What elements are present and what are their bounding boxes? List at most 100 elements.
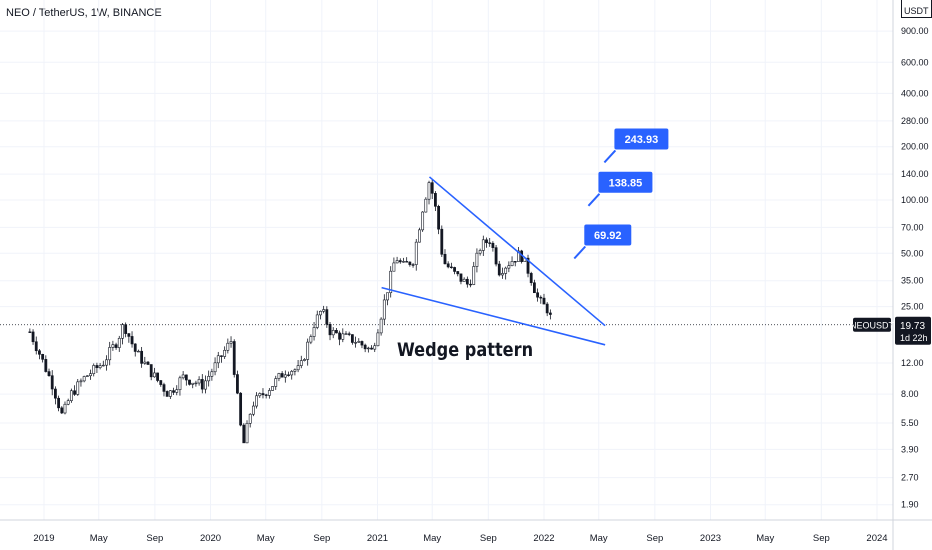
- y-tick-label: 12.00: [901, 358, 924, 368]
- last-price-box: [895, 316, 931, 345]
- candle-body: [370, 347, 373, 350]
- candle-body: [335, 330, 338, 334]
- wedge-upper-trendline: [428, 176, 606, 327]
- candle-body: [165, 391, 169, 397]
- candle-body: [152, 372, 156, 378]
- candle-body: [207, 375, 211, 382]
- candle-body: [124, 324, 128, 334]
- candle-body: [485, 239, 488, 244]
- candle-body: [494, 247, 498, 265]
- candle-body: [280, 373, 284, 378]
- y-tick-label: 8.00: [901, 389, 919, 399]
- candle-body: [242, 424, 246, 444]
- candle-body: [114, 344, 118, 348]
- y-tick-label: 50.00: [901, 248, 924, 258]
- y-tick-label: 3.90: [901, 444, 919, 454]
- candle-body: [478, 250, 482, 254]
- candle-body: [79, 380, 83, 383]
- candle-body: [398, 260, 402, 263]
- target-price-label[interactable]: 69.92: [584, 224, 632, 246]
- candle-body: [149, 364, 153, 378]
- currency-unit-label[interactable]: USDT: [901, 0, 932, 18]
- candle-body: [168, 390, 172, 397]
- candle-body: [382, 299, 386, 320]
- candle-body: [85, 375, 89, 377]
- candle-body: [248, 413, 252, 424]
- candle-body: [216, 355, 220, 364]
- candle-body: [373, 345, 377, 350]
- candle-body: [146, 361, 150, 365]
- y-tick-label: 900.00: [901, 26, 929, 36]
- candle-body: [111, 344, 115, 348]
- wedge-pattern-annotation: Wedge pattern: [397, 340, 533, 362]
- currency-unit-text: USDT: [904, 6, 929, 16]
- candle-body: [347, 333, 351, 335]
- candle-body: [456, 271, 460, 275]
- candle-body: [488, 242, 492, 244]
- target-price-label[interactable]: 138.85: [598, 171, 653, 193]
- candle-body: [427, 182, 431, 200]
- candle-body: [331, 330, 335, 336]
- candle-body: [319, 310, 322, 316]
- candle-body: [459, 273, 463, 282]
- candle-body: [236, 374, 239, 394]
- candle-body: [379, 318, 383, 334]
- target-label-box: [584, 224, 632, 246]
- y-tick-label: 100.00: [901, 195, 929, 205]
- candle-body: [341, 333, 345, 340]
- candle-body: [175, 389, 179, 393]
- candle-body: [465, 278, 469, 285]
- candle-body: [133, 343, 137, 352]
- candle-body: [491, 242, 495, 248]
- x-tick-label: 2021: [367, 533, 388, 544]
- candle-body: [405, 261, 409, 263]
- candle-body: [66, 400, 70, 405]
- candle-body: [475, 252, 479, 267]
- target-pointer: [603, 149, 617, 164]
- x-tick-label: 2023: [700, 533, 721, 544]
- candle-body: [204, 380, 207, 390]
- candle-body: [194, 382, 198, 385]
- x-tick-label: Sep: [146, 533, 163, 544]
- candle-body: [57, 397, 60, 409]
- candle-body: [156, 372, 159, 381]
- candle-body: [255, 395, 258, 407]
- target-label-box: [598, 171, 653, 193]
- candle-body: [197, 379, 201, 384]
- x-tick-label: 2019: [33, 533, 54, 544]
- candle-body: [226, 342, 230, 351]
- candle-body: [188, 379, 191, 385]
- candle-body: [47, 371, 51, 377]
- x-tick-label: 2022: [533, 533, 554, 544]
- candle-body: [548, 312, 552, 315]
- x-tick-label: Sep: [480, 533, 497, 544]
- candle-body: [105, 359, 108, 366]
- candle-body: [261, 393, 265, 396]
- last-price-text: 19.73: [900, 321, 925, 332]
- y-tick-label: 600.00: [901, 57, 929, 67]
- candle-body: [309, 336, 313, 343]
- candle-body: [303, 359, 306, 361]
- candle-body: [472, 266, 476, 285]
- candle-body: [264, 394, 268, 396]
- candle-body: [440, 228, 444, 255]
- chart-title: NEO / TetherUS, 1W, BINANCE: [6, 7, 162, 19]
- candle-body: [34, 341, 38, 352]
- y-tick-label: 400.00: [901, 88, 929, 98]
- candle-body: [376, 332, 380, 347]
- candle-body: [162, 384, 166, 392]
- candle-body: [271, 386, 274, 391]
- candle-body: [76, 381, 80, 395]
- candle-body: [130, 336, 134, 345]
- candle-body: [497, 263, 501, 276]
- candle-body: [354, 342, 357, 344]
- target-label-text: 243.93: [625, 134, 659, 146]
- bar-countdown-text: 1d 22h: [900, 333, 928, 343]
- candle-body: [312, 327, 316, 337]
- candle-body: [69, 390, 73, 401]
- target-price-label[interactable]: 243.93: [614, 128, 669, 150]
- y-tick-label: 70.00: [901, 222, 924, 232]
- candle-body: [287, 374, 290, 376]
- candle-body: [117, 337, 121, 348]
